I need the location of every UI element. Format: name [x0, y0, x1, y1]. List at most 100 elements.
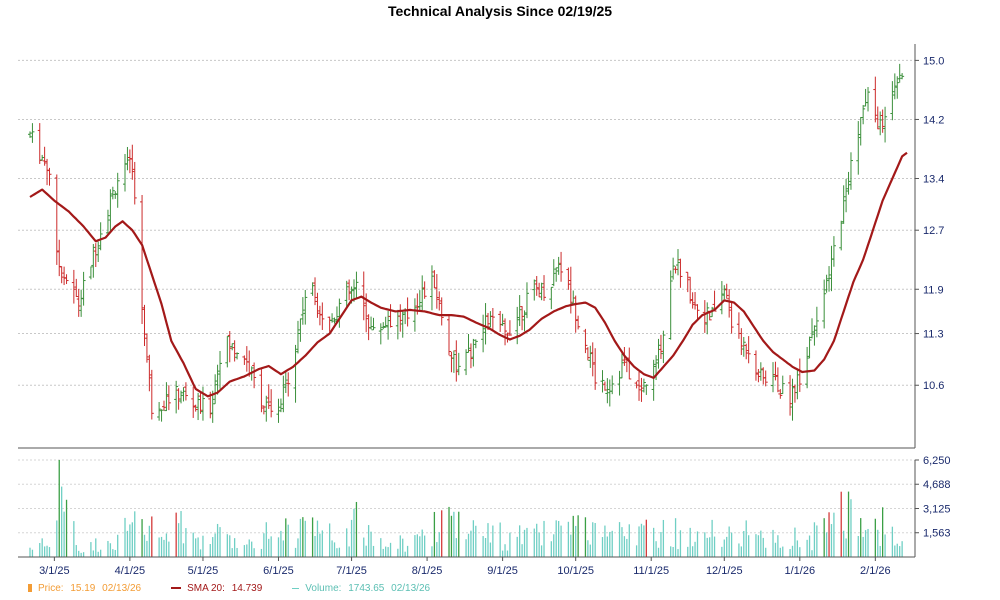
x-tick-label: 4/1/25	[115, 565, 146, 577]
price-bar	[556, 256, 561, 275]
legend-volume: Volume: 1743.65 02/13/26	[292, 583, 434, 594]
price-bar	[320, 302, 325, 330]
price-bar	[354, 271, 359, 300]
price-bar	[605, 378, 610, 404]
price-bar	[174, 380, 179, 414]
price-bar	[361, 271, 366, 321]
price-bar	[347, 279, 352, 301]
price-bar	[741, 337, 746, 357]
price-bar	[215, 364, 220, 395]
price-bar	[417, 290, 422, 311]
axes: 15.0 14.2 13.4 12.7 11.9 11.3 10.6 6,250 4,688 3,…	[18, 44, 951, 577]
price-bar	[30, 123, 35, 143]
price-bar	[96, 241, 101, 262]
x-tick-label: 6/1/25	[263, 565, 294, 577]
volume-tick-label: 4,688	[923, 479, 951, 491]
price-bar	[144, 333, 149, 363]
price-bar	[746, 336, 751, 364]
sma-line-group	[29, 151, 908, 398]
legend-sma: SMA 20: 14.739	[171, 583, 266, 594]
price-bar	[281, 375, 286, 413]
price-bar	[685, 271, 690, 293]
legend-price-label: Price:	[38, 582, 64, 594]
price-bar	[846, 171, 851, 195]
price-bar	[863, 88, 868, 107]
price-bar	[778, 389, 783, 399]
price-bar	[64, 274, 69, 285]
price-bar	[890, 81, 895, 121]
price-bar	[383, 316, 388, 328]
price-bar	[537, 282, 542, 298]
price-bar	[79, 289, 84, 317]
price-bar	[858, 117, 863, 146]
price-bar	[900, 73, 905, 80]
legend-volume-date: 02/13/26	[391, 582, 431, 594]
price-bar	[298, 318, 303, 342]
price-bar	[780, 375, 785, 395]
price-bar	[310, 282, 315, 296]
price-bar	[218, 350, 223, 389]
price-bar	[140, 194, 145, 325]
price-bar	[590, 342, 595, 377]
price-bar	[295, 320, 300, 354]
price-bar	[534, 276, 539, 296]
price-bar	[466, 333, 471, 353]
price-bar	[566, 267, 571, 290]
price-tick-label: 15.0	[923, 55, 944, 67]
price-bar	[388, 304, 393, 328]
price-bar	[573, 295, 578, 333]
price-bar	[637, 371, 642, 401]
price-bar	[330, 313, 335, 323]
price-bar	[110, 186, 115, 200]
price-bar	[88, 266, 93, 280]
legend-sma-value: 14.739	[231, 582, 263, 594]
price-bar	[861, 105, 866, 125]
price-bar	[59, 266, 64, 284]
price-bar	[76, 288, 81, 317]
price-bar	[473, 339, 478, 349]
price-bar	[227, 331, 232, 363]
price-bar	[775, 367, 780, 393]
price-bar	[81, 271, 86, 306]
price-bar	[773, 361, 778, 381]
price-bar	[602, 381, 607, 391]
price-bar	[113, 191, 118, 199]
price-bar	[688, 276, 693, 304]
price-tick-label: 13.4	[923, 174, 944, 186]
price-bar	[400, 310, 405, 338]
price-bar	[447, 314, 452, 356]
x-tick-label: 11/1/25	[633, 565, 669, 577]
x-tick-label: 7/1/25	[336, 565, 367, 577]
price-bar	[736, 312, 741, 339]
price-bar	[588, 345, 593, 368]
price-bar	[161, 400, 166, 411]
price-bar	[790, 378, 795, 421]
price-bar	[454, 340, 459, 382]
price-bar	[875, 106, 880, 130]
price-bar	[488, 311, 493, 328]
price-bar	[40, 154, 45, 161]
price-bar	[719, 281, 724, 315]
price-bar	[880, 109, 885, 133]
legend-volume-label: Volume:	[305, 582, 342, 594]
legend-sma-label: SMA 20:	[187, 582, 225, 594]
price-bar	[386, 310, 391, 340]
volume-tick-label: 6,250	[923, 455, 951, 467]
price-bar	[542, 275, 547, 301]
price-bar	[795, 368, 800, 400]
x-tick-label: 3/1/25	[39, 565, 70, 577]
price-bar	[673, 266, 678, 274]
price-bar	[498, 310, 503, 332]
price-bar	[619, 351, 624, 379]
price-bar	[705, 302, 710, 335]
price-bar	[381, 322, 386, 330]
price-bar	[344, 280, 349, 308]
price-bar	[583, 328, 588, 354]
price-bar	[822, 279, 827, 329]
price-bar	[856, 121, 861, 175]
price-bar	[656, 338, 661, 369]
price-bar	[693, 292, 698, 310]
price-bar	[617, 370, 622, 396]
x-tick-label: 12/1/25	[706, 565, 743, 577]
